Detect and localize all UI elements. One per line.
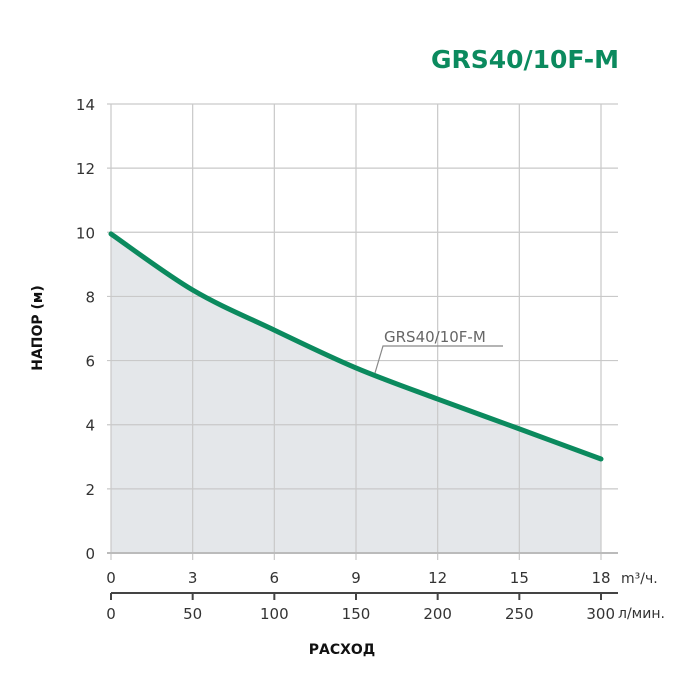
y-tick-label: 12: [76, 160, 95, 178]
chart-title: GRS40/10F-M: [431, 45, 619, 74]
x-tick-label: 15: [510, 569, 529, 587]
y-axis-title: НАПОР (м): [30, 285, 46, 371]
x-tick-label: 3: [188, 569, 198, 587]
axes: 0 2 4 6 8 10 12 14 0 3 6 9 12 15 18 0 50 100 150 200 250 300: [76, 96, 618, 623]
series-curve: [108, 231, 604, 462]
y-tick-label: 2: [85, 481, 95, 499]
x-tick-label: 9: [351, 569, 361, 587]
y-tick-label: 0: [85, 545, 95, 563]
y-tick-label: 14: [76, 96, 95, 114]
x-unit-label: m³/ч.: [621, 571, 658, 587]
x2-tick-label: 250: [505, 605, 534, 623]
x2-tick-label: 50: [183, 605, 202, 623]
x2-tick-label: 300: [586, 605, 615, 623]
grid: [107, 103, 618, 560]
x2-tick-label: 0: [106, 605, 116, 623]
x2-tick-label: 150: [342, 605, 371, 623]
x-tick-label: 0: [106, 569, 116, 587]
x-axis-title: РАСХОД: [309, 642, 376, 658]
x2-unit-label: л/мин.: [618, 606, 665, 622]
x-tick-label: 6: [270, 569, 280, 587]
y-tick-label: 8: [85, 288, 95, 306]
y-tick-label: 6: [85, 353, 95, 371]
curve-label-leader: [374, 345, 503, 374]
x2-tick-label: 200: [423, 605, 452, 623]
y-tick-label: 10: [76, 224, 95, 242]
x-tick-label: 12: [428, 569, 447, 587]
curve-label: GRS40/10F-M: [384, 328, 486, 346]
x2-tick-label: 100: [260, 605, 289, 623]
y-tick-label: 4: [85, 417, 95, 435]
x-tick-label: 18: [591, 569, 610, 587]
